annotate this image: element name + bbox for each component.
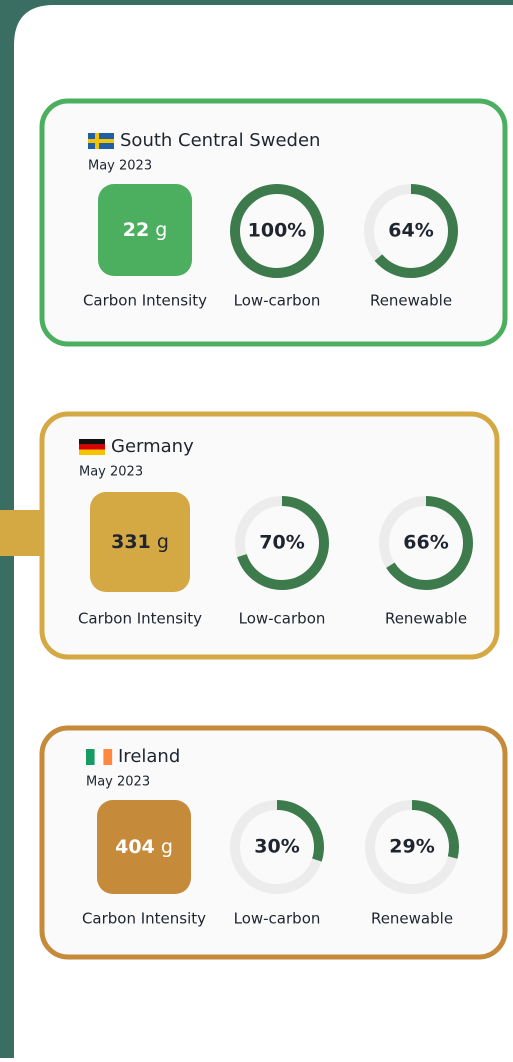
label: Low-carbon — [234, 292, 321, 310]
ring-value: 64% — [388, 220, 433, 242]
intensity-value: 404 g — [115, 836, 173, 858]
ring-arc — [235, 496, 329, 590]
ring-arc — [379, 496, 473, 590]
card-border — [39, 725, 508, 960]
ring-value: 29% — [389, 836, 434, 858]
intensity-box — [98, 184, 192, 276]
flag — [79, 439, 105, 445]
ring-arc — [230, 800, 324, 894]
flag — [79, 449, 105, 455]
region-name: South Central Sweden — [120, 130, 320, 151]
label: Renewable — [370, 292, 452, 310]
intensity-number: 22 — [123, 219, 149, 241]
intensity-unit: g — [155, 219, 167, 241]
label: Carbon Intensity — [78, 610, 202, 628]
intensity-value: 22 g — [123, 219, 168, 241]
ring-value: 100% — [248, 220, 307, 242]
ring-value: 70% — [259, 532, 304, 554]
label: Carbon Intensity — [82, 910, 206, 928]
ring-arc — [230, 184, 324, 278]
ring-arc — [365, 800, 459, 894]
intensity-unit: g — [161, 836, 173, 858]
flag-icon — [86, 749, 113, 765]
date: May 2023 — [79, 465, 143, 480]
label: Low-carbon — [239, 610, 326, 628]
intensity-value: 331 g — [111, 531, 169, 553]
region-card: South Central Sweden May 2023 22 g Carbon I… — [39, 98, 508, 347]
flag — [88, 139, 114, 143]
flag-icon — [88, 133, 114, 149]
region-name: Germany — [111, 436, 194, 457]
region-card: Germany May 2023 331 g Carbon Intensity 70% L… — [39, 411, 500, 660]
intensity-box — [97, 800, 191, 894]
intensity-box — [90, 492, 190, 592]
label: Renewable — [371, 910, 453, 928]
ring-value: 30% — [254, 836, 299, 858]
flag — [86, 749, 95, 765]
flag — [79, 444, 105, 450]
intensity-number: 404 — [115, 836, 155, 858]
flag — [103, 749, 113, 765]
region-name: Ireland — [118, 746, 180, 767]
intensity-unit: g — [157, 531, 169, 553]
flag — [94, 749, 104, 765]
label: Low-carbon — [234, 910, 321, 928]
region-card: Ireland May 2023 404 g Carbon Intensity 30% L… — [39, 725, 508, 960]
ring-arc — [364, 184, 458, 278]
card-border — [39, 98, 508, 347]
card-border — [39, 411, 500, 660]
date: May 2023 — [88, 159, 152, 174]
flag-icon — [79, 439, 105, 455]
date: May 2023 — [86, 775, 150, 790]
connector — [0, 510, 44, 556]
label: Renewable — [385, 610, 467, 628]
label: Carbon Intensity — [83, 292, 207, 310]
ring-value: 66% — [403, 532, 448, 554]
intensity-number: 331 — [111, 531, 151, 553]
